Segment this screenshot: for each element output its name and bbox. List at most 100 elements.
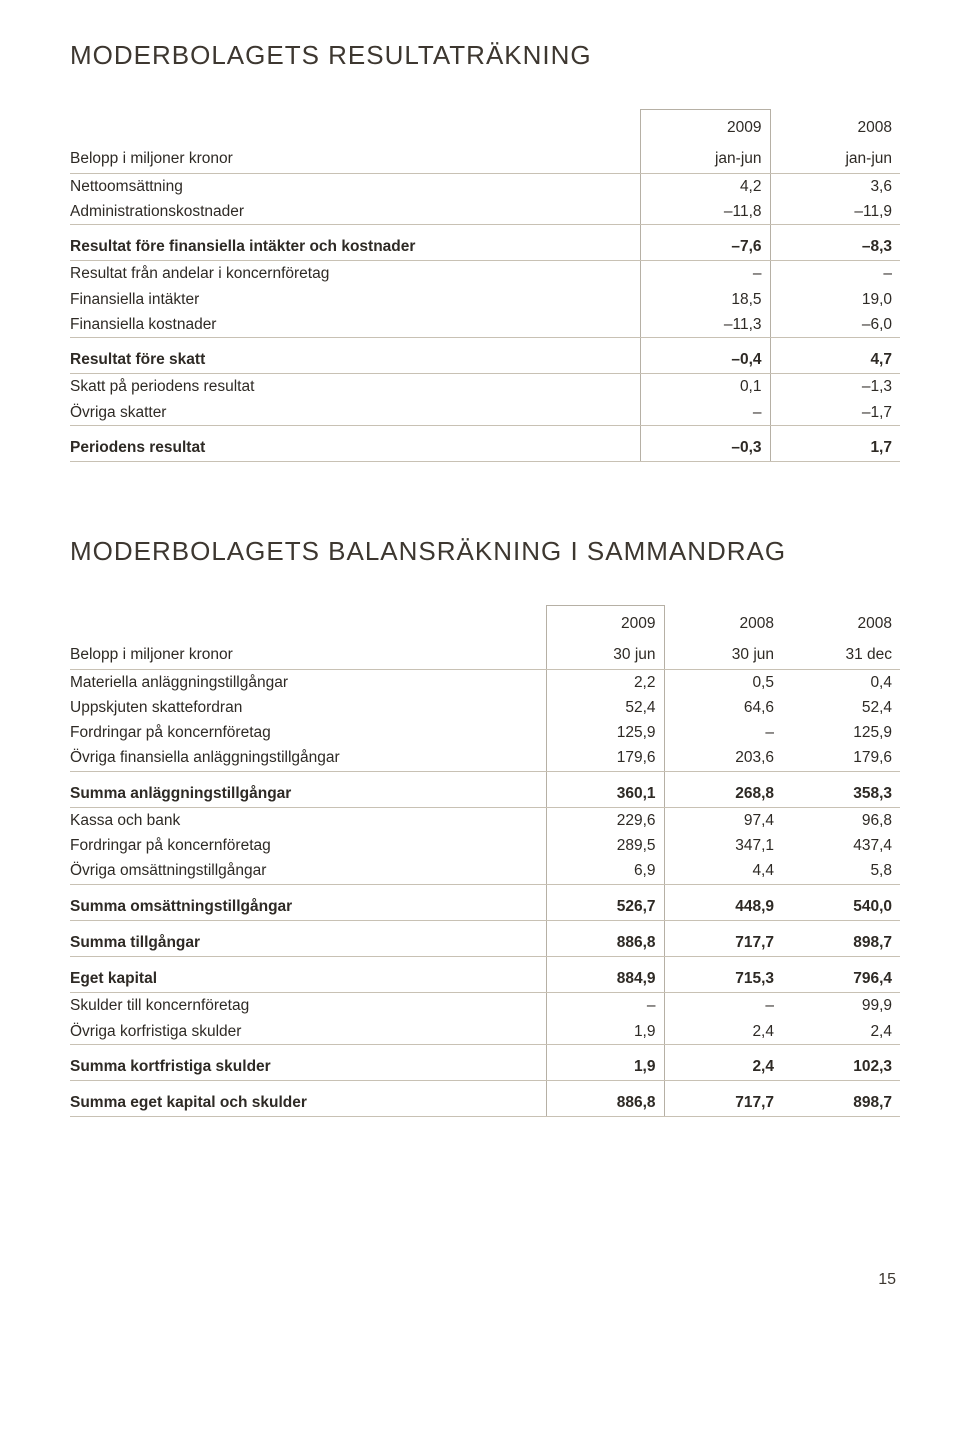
row-label: Administrationskostnader	[70, 199, 640, 225]
cell: 898,7	[782, 1081, 900, 1117]
cell: 102,3	[782, 1044, 900, 1080]
cell: 2,4	[664, 1044, 782, 1080]
col-header: 2009	[546, 606, 664, 638]
row-header-label: Belopp i miljoner kronor	[70, 637, 546, 669]
table2-title: MODERBOLAGETS BALANSRÄKNING I SAMMANDRAG	[70, 536, 900, 567]
cell: 125,9	[782, 720, 900, 745]
col-subheader: 30 jun	[546, 637, 664, 669]
cell: 358,3	[782, 771, 900, 807]
cell: 360,1	[546, 771, 664, 807]
cell: 1,7	[770, 425, 900, 461]
table1-title: MODERBOLAGETS RESULTATRÄKNING	[70, 40, 900, 71]
row-label: Övriga skatter	[70, 400, 640, 426]
cell: 97,4	[664, 807, 782, 833]
cell: 2,4	[782, 1019, 900, 1045]
cell: 717,7	[664, 1081, 782, 1117]
cell: 0,1	[640, 374, 770, 400]
cell: 0,5	[664, 669, 782, 695]
col-subheader: jan-jun	[770, 141, 900, 173]
row-label: Kassa och bank	[70, 807, 546, 833]
row-label: Skatt på periodens resultat	[70, 374, 640, 400]
cell: 289,5	[546, 833, 664, 858]
cell: 1,9	[546, 1044, 664, 1080]
cell: –	[546, 993, 664, 1019]
cell: –1,3	[770, 374, 900, 400]
cell: –	[664, 993, 782, 1019]
cell: 796,4	[782, 957, 900, 993]
cell: 19,0	[770, 287, 900, 312]
cell: 52,4	[782, 695, 900, 720]
cell: 347,1	[664, 833, 782, 858]
cell: –0,4	[640, 338, 770, 374]
row-label: Fordringar på koncernföretag	[70, 833, 546, 858]
cell: 2,2	[546, 669, 664, 695]
income-statement-table: 2009 2008 Belopp i miljoner kronor jan-j…	[70, 109, 900, 466]
row-label: Resultat från andelar i koncernföretag	[70, 261, 640, 287]
row-label: Finansiella intäkter	[70, 287, 640, 312]
cell: –	[640, 261, 770, 287]
cell: –	[770, 261, 900, 287]
col-header: 2009	[640, 110, 770, 142]
cell: 99,9	[782, 993, 900, 1019]
row-label: Uppskjuten skattefordran	[70, 695, 546, 720]
col-subheader: jan-jun	[640, 141, 770, 173]
col-header: 2008	[782, 606, 900, 638]
cell: –11,9	[770, 199, 900, 225]
col-header: 2008	[770, 110, 900, 142]
col-subheader: 31 dec	[782, 637, 900, 669]
row-header-label: Belopp i miljoner kronor	[70, 141, 640, 173]
row-label: Materiella anläggningstillgångar	[70, 669, 546, 695]
cell: 0,4	[782, 669, 900, 695]
cell: 540,0	[782, 884, 900, 920]
cell: 6,9	[546, 858, 664, 884]
cell: –6,0	[770, 312, 900, 338]
cell: –7,6	[640, 225, 770, 261]
cell: 179,6	[546, 745, 664, 771]
cell: 717,7	[664, 920, 782, 956]
col-subheader: 30 jun	[664, 637, 782, 669]
row-label: Summa anläggningstillgångar	[70, 771, 546, 807]
row-label: Nettoomsättning	[70, 173, 640, 199]
row-label: Periodens resultat	[70, 425, 640, 461]
cell: –	[640, 400, 770, 426]
cell: –	[664, 720, 782, 745]
cell: 125,9	[546, 720, 664, 745]
cell: 4,4	[664, 858, 782, 884]
row-label: Finansiella kostnader	[70, 312, 640, 338]
cell: –1,7	[770, 400, 900, 426]
cell: 179,6	[782, 745, 900, 771]
row-label: Summa omsättningstillgångar	[70, 884, 546, 920]
cell: 4,7	[770, 338, 900, 374]
cell: 526,7	[546, 884, 664, 920]
row-label: Summa kortfristiga skulder	[70, 1044, 546, 1080]
row-label: Övriga omsättningstillgångar	[70, 858, 546, 884]
cell: 18,5	[640, 287, 770, 312]
cell: 448,9	[664, 884, 782, 920]
row-label: Övriga finansiella anläggningstillgångar	[70, 745, 546, 771]
cell: 203,6	[664, 745, 782, 771]
row-label: Summa tillgångar	[70, 920, 546, 956]
cell: –8,3	[770, 225, 900, 261]
cell: 52,4	[546, 695, 664, 720]
row-label: Fordringar på koncernföretag	[70, 720, 546, 745]
cell: 437,4	[782, 833, 900, 858]
cell: 96,8	[782, 807, 900, 833]
cell: 884,9	[546, 957, 664, 993]
page-number: 15	[70, 1271, 900, 1289]
row-label: Summa eget kapital och skulder	[70, 1081, 546, 1117]
row-label: Resultat före finansiella intäkter och k…	[70, 225, 640, 261]
cell: –11,3	[640, 312, 770, 338]
cell: 1,9	[546, 1019, 664, 1045]
page: MODERBOLAGETS RESULTATRÄKNING 2009 2008 …	[0, 0, 960, 1349]
cell: 64,6	[664, 695, 782, 720]
cell: –11,8	[640, 199, 770, 225]
cell: 5,8	[782, 858, 900, 884]
cell: 268,8	[664, 771, 782, 807]
cell: –0,3	[640, 425, 770, 461]
cell: 886,8	[546, 920, 664, 956]
row-label: Resultat före skatt	[70, 338, 640, 374]
cell: 4,2	[640, 173, 770, 199]
cell: 3,6	[770, 173, 900, 199]
cell: 886,8	[546, 1081, 664, 1117]
col-header: 2008	[664, 606, 782, 638]
